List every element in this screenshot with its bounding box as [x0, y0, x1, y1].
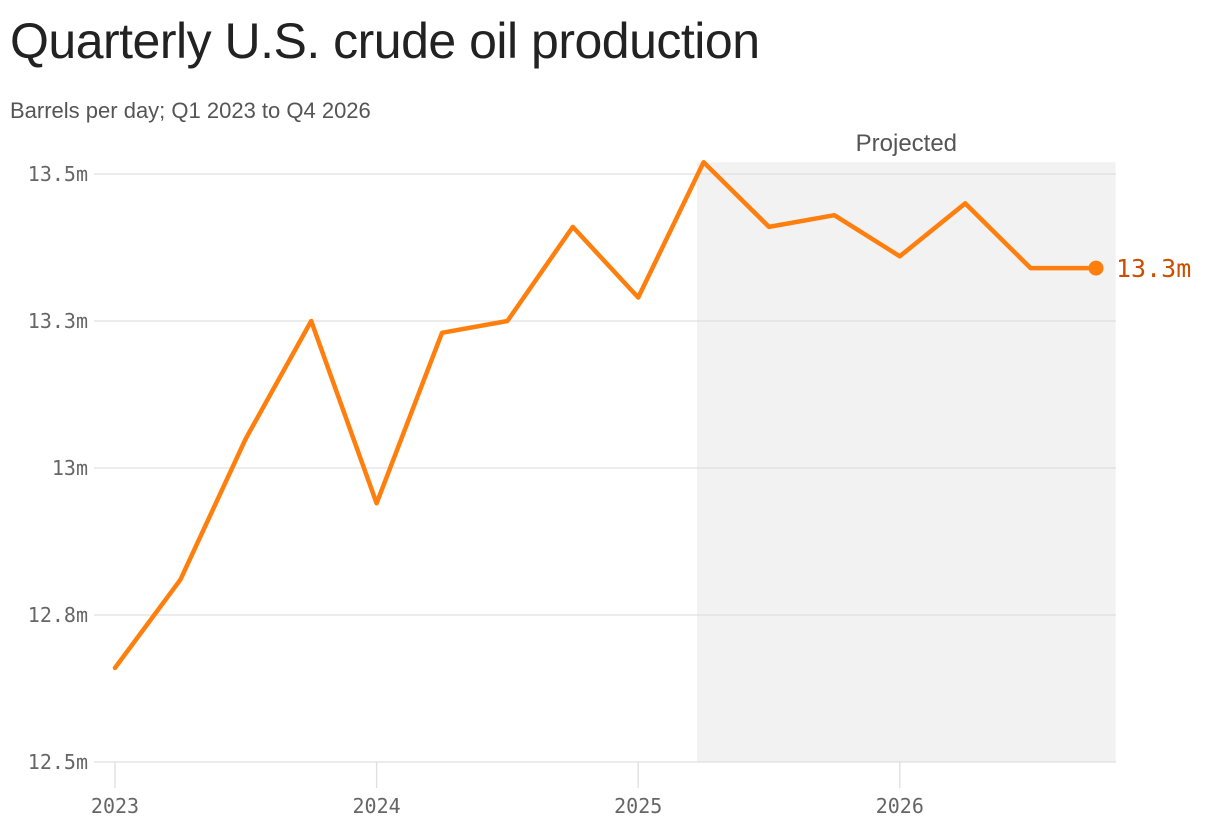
x-tick-label: 2025 [614, 794, 662, 818]
projected-label: Projected [856, 130, 957, 157]
chart-subtitle: Barrels per day; Q1 2023 to Q4 2026 [10, 98, 371, 123]
y-tick-label: 12.5m [28, 750, 88, 774]
x-tick-label: 2026 [876, 794, 924, 818]
y-tick-label: 13.3m [28, 309, 88, 333]
projected-band [697, 162, 1116, 763]
y-tick-label: 13m [52, 456, 88, 480]
x-tick-label: 2024 [353, 794, 401, 818]
x-tick-label: 2023 [91, 794, 139, 818]
y-tick-label: 12.8m [28, 603, 88, 627]
end-point [1088, 260, 1104, 276]
series-line [112, 159, 1099, 671]
end-value-label: 13.3m [1116, 254, 1191, 283]
chart-title: Quarterly U.S. crude oil production [10, 13, 760, 69]
y-tick-label: 13.5m [28, 162, 88, 186]
